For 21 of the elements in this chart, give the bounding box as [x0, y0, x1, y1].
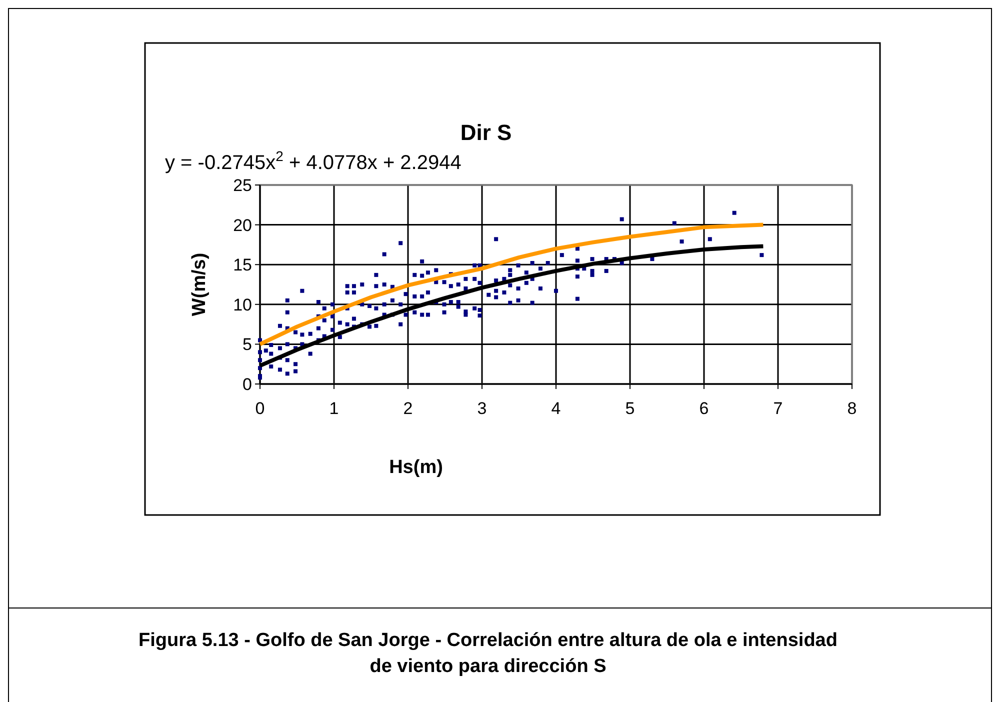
x-tick-label: 5: [625, 399, 635, 418]
chart-title: Dir S: [460, 120, 512, 145]
line-series: [258, 222, 766, 346]
y-axis-title: W(m/s): [189, 252, 210, 316]
text: Figura 5.13 - Golfo de San Jorge - Correlación entre altura de ola e intensidad de viento para dirección S: [138, 629, 838, 679]
y-tick-label: 20: [233, 216, 252, 235]
y-tick-label: 25: [233, 176, 252, 195]
x-tick-label: 0: [255, 399, 265, 418]
text: y = -0.2745x$^{2}$ + 4.0778x + 2.2944: [165, 148, 462, 174]
y-tick-label: 0: [242, 375, 252, 394]
x-tick-label: 2: [403, 399, 413, 418]
y-tick-label: 5: [242, 335, 252, 354]
x-tick-label: 3: [477, 399, 487, 418]
y-tick-label: 15: [233, 256, 252, 275]
x-tick-label: 4: [551, 399, 561, 418]
x-tick-label: 7: [773, 399, 783, 418]
x-tick-label: 6: [699, 399, 709, 418]
x-tick-label: 1: [329, 399, 339, 418]
x-tick-label: 8: [847, 399, 857, 418]
y-tick-label: 10: [233, 295, 252, 314]
x-axis-title: Hs(m): [389, 457, 443, 478]
